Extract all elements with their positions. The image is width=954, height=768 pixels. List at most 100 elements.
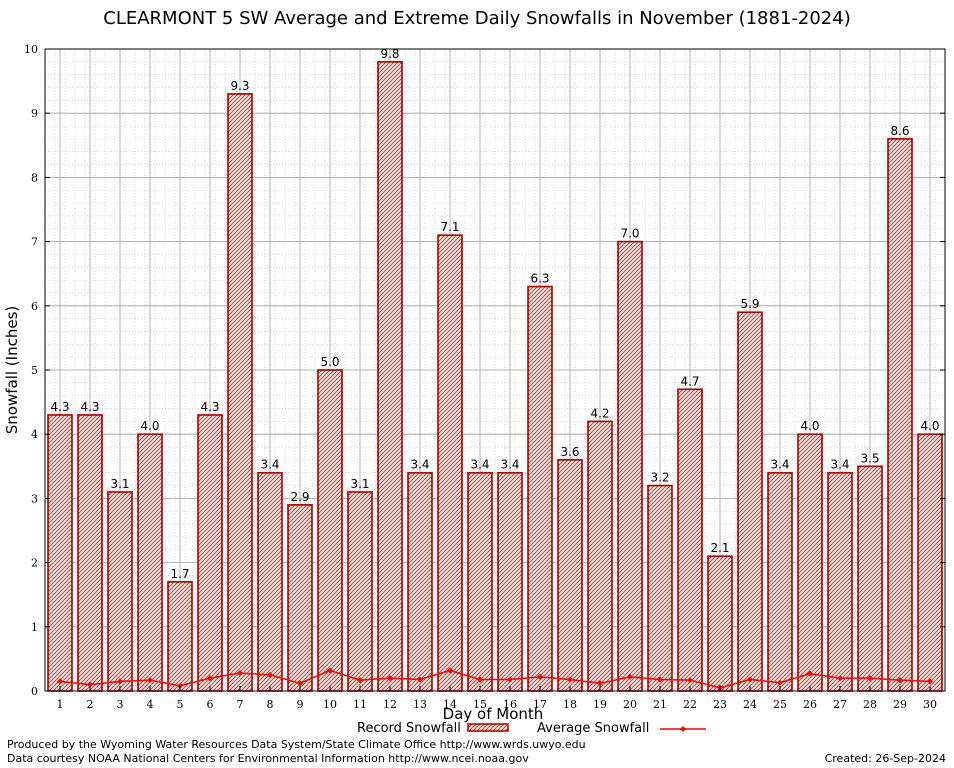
y-axis-label: Snowfall (Inches) (3, 305, 21, 435)
average-point (117, 678, 123, 685)
x-tick-label: 14 (443, 698, 457, 711)
average-point (687, 677, 693, 684)
x-tick-label: 1 (57, 698, 64, 711)
average-point (537, 673, 543, 680)
legend-average-marker (680, 726, 686, 732)
y-tick-label: 7 (31, 236, 38, 249)
bar-value-label: 4.3 (200, 400, 219, 414)
bar-value-label: 3.2 (650, 471, 669, 485)
x-tick-label: 3 (117, 698, 124, 711)
record-bar (47, 414, 73, 692)
record-bar (107, 491, 133, 692)
x-tick-label: 10 (323, 698, 337, 711)
average-point (897, 677, 903, 684)
bar-value-label: 3.4 (500, 458, 519, 472)
record-bar (407, 471, 433, 692)
footer-created: Created: 26-Sep-2024 (824, 752, 946, 765)
average-point (837, 675, 843, 682)
record-bar (557, 459, 583, 692)
x-tick-label: 13 (413, 698, 427, 711)
bar-value-label: 4.0 (140, 419, 159, 433)
y-tick-label: 10 (24, 43, 38, 56)
record-bar (227, 93, 253, 692)
bar-value-label: 3.6 (560, 445, 579, 459)
average-point (477, 676, 483, 683)
record-bar (527, 285, 553, 692)
y-tick-label: 8 (31, 171, 38, 184)
record-bar (797, 433, 823, 692)
y-tick-label: 1 (31, 621, 38, 634)
average-point (87, 681, 93, 688)
bar-value-label: 7.0 (620, 227, 639, 241)
x-tick-label: 9 (297, 698, 304, 711)
bar-value-label: 3.1 (350, 477, 369, 491)
record-bar (497, 471, 523, 692)
chart-title: CLEARMONT 5 SW Average and Extreme Daily… (103, 8, 851, 29)
average-point (597, 680, 603, 687)
record-bar (767, 471, 793, 692)
average-line (59, 669, 931, 689)
bar-value-label: 5.9 (740, 297, 759, 311)
bar-value-label: 9.3 (230, 79, 249, 93)
x-tick-label: 17 (533, 698, 547, 711)
record-bar (857, 465, 883, 692)
record-bar (467, 471, 493, 692)
average-point (777, 679, 783, 686)
bar-value-label: 3.4 (410, 458, 429, 472)
record-bar (677, 388, 703, 692)
record-bar (77, 414, 103, 692)
x-tick-label: 29 (893, 698, 907, 711)
bar-value-label: 8.6 (890, 124, 909, 138)
average-point (387, 675, 393, 682)
average-point (297, 680, 303, 687)
bar-value-label: 3.4 (830, 458, 849, 472)
bar-value-label: 1.7 (170, 567, 189, 581)
record-bar (167, 581, 193, 692)
record-bar (197, 414, 223, 692)
x-tick-label: 16 (503, 698, 517, 711)
average-point (567, 676, 573, 683)
record-bar (137, 433, 163, 692)
bar-value-label: 7.1 (440, 220, 459, 234)
record-bar (827, 471, 853, 692)
average-point (417, 676, 423, 683)
x-tick-label: 5 (177, 698, 184, 711)
record-bar (287, 504, 313, 692)
x-axis-label: Day of Month (442, 705, 544, 723)
average-point (657, 676, 663, 683)
x-tick-label: 30 (923, 698, 937, 711)
x-tick-label: 24 (743, 698, 757, 711)
bar-value-label: 4.0 (920, 419, 939, 433)
record-bar (587, 420, 613, 692)
x-tick-label: 26 (803, 698, 817, 711)
y-tick-label: 9 (31, 107, 38, 120)
x-tick-label: 18 (563, 698, 577, 711)
legend-record-swatch (467, 723, 509, 732)
x-tick-label: 12 (383, 698, 397, 711)
y-tick-label: 3 (31, 492, 38, 505)
x-tick-label: 22 (683, 698, 697, 711)
y-tick-label: 6 (31, 300, 38, 313)
x-tick-label: 27 (833, 698, 847, 711)
x-tick-label: 21 (653, 698, 667, 711)
record-bar (347, 491, 373, 692)
average-point (267, 671, 273, 678)
average-point (867, 675, 873, 682)
record-bar (707, 555, 733, 692)
bar-value-label: 3.4 (770, 458, 789, 472)
record-bar (437, 234, 463, 692)
bar-value-label: 4.0 (800, 419, 819, 433)
record-bar (257, 471, 283, 692)
x-tick-label: 20 (623, 698, 637, 711)
y-tick-label: 0 (31, 685, 38, 698)
average-point (57, 678, 63, 685)
bar-value-label: 2.1 (710, 541, 729, 555)
x-tick-label: 4 (147, 698, 154, 711)
y-tick-label: 4 (31, 428, 38, 441)
x-tick-label: 7 (237, 698, 244, 711)
bar-value-label: 3.1 (110, 477, 129, 491)
bar-value-label: 4.7 (680, 374, 699, 388)
record-bar (647, 484, 673, 692)
x-tick-label: 8 (267, 698, 274, 711)
